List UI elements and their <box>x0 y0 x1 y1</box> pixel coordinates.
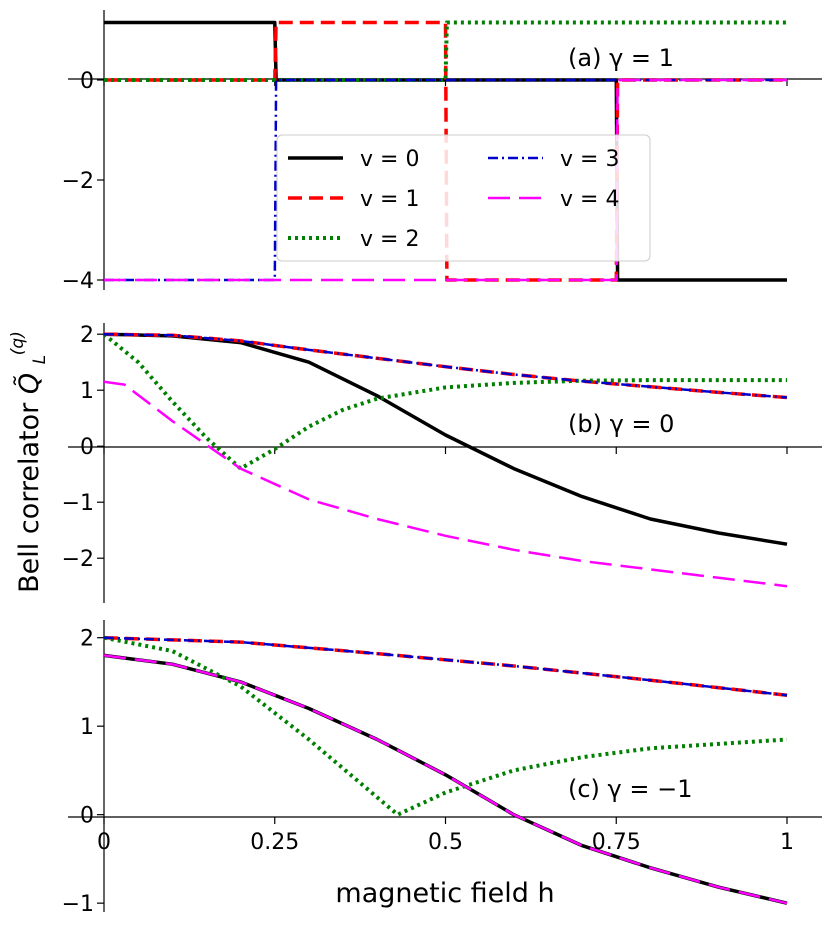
legend-frame <box>276 134 651 262</box>
y-tick-label: −2 <box>62 169 94 194</box>
legend-label: v = 1 <box>360 187 419 212</box>
y-axis-label-text: Bell correlator <box>14 402 45 593</box>
series-line-v=4 <box>104 78 787 282</box>
panels: 0 −2 −4 (a) γ = 1 2 1 0 −1 −2 (b) γ = 0 2 1 0 −1 0 0.25… <box>62 10 822 917</box>
series-line-v=2 <box>104 20 787 82</box>
legend-item: v = 0 <box>288 147 419 172</box>
series-line-v=3 <box>103 636 788 697</box>
y-axis-label-sup: (q) <box>8 331 28 355</box>
legend-label: v = 2 <box>360 227 419 252</box>
legend-label: v = 0 <box>360 147 419 172</box>
legend-label: v = 4 <box>560 187 619 212</box>
x-tick-label: 0 <box>97 830 111 855</box>
y-tick-label: −1 <box>62 892 94 917</box>
svg-text:Bell correlator: Bell correlator Q̃ L (q) <box>8 331 52 593</box>
y-tick-label: −4 <box>62 269 94 294</box>
legend-item: v = 3 <box>488 147 619 172</box>
y-tick-label: 0 <box>80 435 94 460</box>
y-axis-label-sub: L <box>30 355 50 364</box>
y-tick-label: −2 <box>62 547 94 572</box>
y-tick-label: 1 <box>80 715 94 740</box>
panel-title: (a) γ = 1 <box>568 44 674 72</box>
series-line-v=4 <box>103 380 788 588</box>
panel-1: 2 1 0 −1 −2 (b) γ = 0 <box>62 323 822 603</box>
series-line-v=2 <box>102 332 787 471</box>
legend-label: v = 3 <box>560 147 619 172</box>
series-line-v=2 <box>103 635 788 817</box>
panel-2: 210−10 0.25 0.5 0.75 1(c) γ = −1 <box>62 620 822 917</box>
y-tick-label: −1 <box>62 491 94 516</box>
x-axis-label: magnetic field h <box>335 878 554 909</box>
series-line-v=3 <box>104 78 787 282</box>
y-tick-label: 2 <box>80 323 94 348</box>
panel-title: (b) γ = 0 <box>568 410 674 438</box>
y-tick-label: 2 <box>80 627 94 652</box>
y-tick-label: 0 <box>80 804 94 829</box>
panel-0: 0 −2 −4 (a) γ = 1 <box>62 10 822 294</box>
series-line-v=3 <box>103 332 788 399</box>
x-tick-label: 0.25 <box>250 830 299 855</box>
y-tick-label: 0 <box>80 69 94 94</box>
y-axis-label: Bell correlator Q̃ L (q) <box>8 331 52 593</box>
y-axis-label-symbol: Q̃ <box>13 373 45 394</box>
legend: v = 0 v = 1 v = 2 v = 3 v = 4 <box>276 134 651 262</box>
x-tick-label: 1 <box>780 830 794 855</box>
panel-title: (c) γ = −1 <box>568 775 693 803</box>
legend-item: v = 1 <box>288 187 419 212</box>
legend-item: v = 4 <box>488 187 619 212</box>
x-tick-label: 0.5 <box>428 830 463 855</box>
y-tick-label: 1 <box>80 379 94 404</box>
legend-item: v = 2 <box>288 227 419 252</box>
